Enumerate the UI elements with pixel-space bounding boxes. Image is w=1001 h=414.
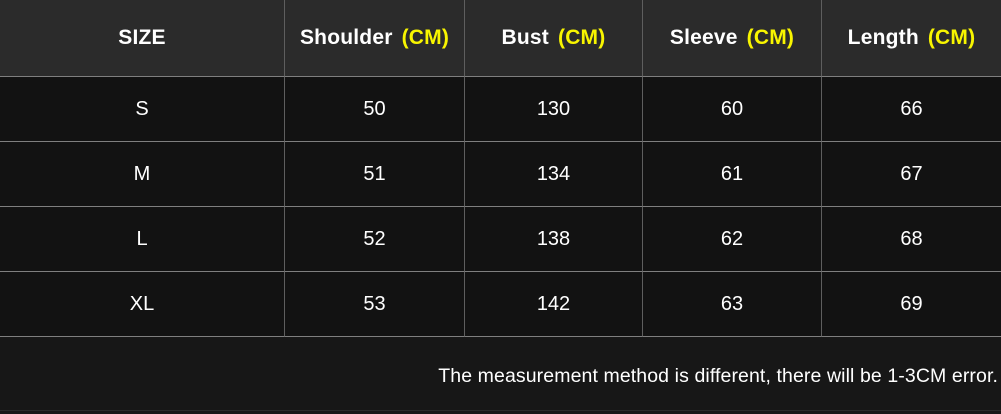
row-xl-shoulder-cell: 53: [285, 272, 465, 337]
row-m-length-cell: 67: [822, 142, 1001, 207]
measurement-error-note: The measurement method is different, the…: [438, 365, 998, 387]
row-m-size-cell: M: [0, 142, 285, 207]
column-header-bust-unit: (CM): [558, 26, 606, 49]
footer-note-band: The measurement method is different, the…: [0, 337, 1001, 414]
row-l-bust-cell: 138: [465, 207, 643, 272]
row-l-size-cell: L: [0, 207, 285, 272]
column-header-size-label: SIZE: [118, 26, 166, 49]
column-header-shoulder-unit: (CM): [401, 26, 450, 49]
row-m-sleeve-cell: 61: [643, 142, 822, 207]
row-m-shoulder-cell: 51: [285, 142, 465, 207]
column-header-bust-label: Bust: [501, 26, 549, 49]
row-l-length-cell: 68: [822, 207, 1001, 272]
row-s-size-cell: S: [0, 77, 285, 142]
row-xl-length-cell: 69: [822, 272, 1001, 337]
column-header-shoulder-label: Shoulder: [299, 26, 393, 49]
row-s-bust-cell: 130: [465, 77, 643, 142]
column-header-bust: Bust (CM): [465, 0, 643, 77]
column-header-sleeve-label: Sleeve: [669, 26, 738, 49]
row-xl-sleeve-cell: 63: [643, 272, 822, 337]
row-l-sleeve-cell: 62: [643, 207, 822, 272]
column-header-size: SIZE: [0, 0, 285, 77]
row-l-shoulder-cell: 52: [285, 207, 465, 272]
row-xl-bust-cell: 142: [465, 272, 643, 337]
column-header-sleeve: Sleeve (CM): [643, 0, 822, 77]
row-s-shoulder-cell: 50: [285, 77, 465, 142]
column-header-length: Length (CM): [822, 0, 1001, 77]
column-header-sleeve-unit: (CM): [746, 26, 795, 49]
column-header-length-unit: (CM): [927, 26, 976, 49]
bottom-divider: [0, 410, 1001, 411]
row-m-bust-cell: 134: [465, 142, 643, 207]
column-header-shoulder: Shoulder (CM): [285, 0, 465, 77]
row-s-sleeve-cell: 60: [643, 77, 822, 142]
row-xl-size-cell: XL: [0, 272, 285, 337]
row-s-length-cell: 66: [822, 77, 1001, 142]
column-header-length-label: Length: [847, 26, 919, 49]
size-chart-table: SIZE Shoulder (CM) Bust (CM) Sleeve (CM)…: [0, 0, 1001, 337]
